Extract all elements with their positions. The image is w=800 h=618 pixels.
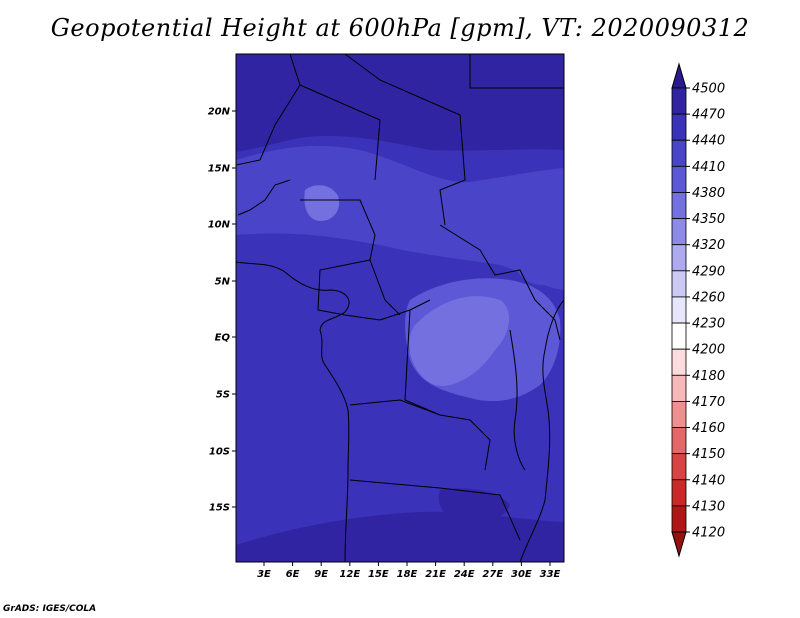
border-6: [439, 224, 536, 301]
colorbar-level-label: 4320: [692, 238, 725, 253]
colorbar-segment: [671, 401, 687, 428]
colorbar-level-label: 4290: [692, 264, 725, 279]
colorbar-segment: [671, 244, 687, 272]
colorbar: 4500 4470 4440 4410 4380 4350 4320 4290 4260 4230…: [671, 62, 725, 558]
colorbar-level-label: 4120: [692, 526, 725, 541]
west-coastline: [236, 261, 350, 562]
colorbar-top-arrow: [671, 62, 687, 89]
colorbar-level-label: 4500: [692, 82, 725, 97]
east-coastline: [519, 299, 564, 562]
colorbar-level-label: 4140: [692, 473, 725, 488]
border-1: [289, 54, 381, 181]
border-9: [349, 399, 441, 416]
colorbar-segment: [671, 270, 687, 298]
field-4470-4500-north: [236, 54, 564, 152]
lon-tick-label: 12E: [339, 569, 360, 580]
lon-tick-label: 9E: [314, 569, 328, 580]
colorbar-level-label: 4410: [692, 160, 725, 175]
colorbar-bottom-arrow: [671, 531, 687, 558]
colorbar-level-label: 4170: [692, 395, 725, 410]
colorbar-segment: [671, 296, 687, 324]
border-4: [236, 84, 301, 166]
lat-tick-label: 15N: [208, 164, 231, 175]
field-4470-4500-south-patch: [438, 488, 510, 523]
colorbar-level-label: 4200: [692, 343, 725, 358]
colorbar-level-label: 4230: [692, 317, 725, 332]
lon-tick-label: 33E: [540, 569, 561, 580]
lon-tick-label: 18E: [397, 569, 418, 580]
colorbar-level-label: 4470: [692, 108, 725, 123]
lat-tick-label: EQ: [215, 333, 231, 344]
lon-tick-label: 21E: [425, 569, 446, 580]
border-12: [534, 299, 561, 341]
colorbar-level-label: 4180: [692, 369, 725, 384]
colorbar-segment: [671, 139, 687, 167]
lon-tick-label: 24E: [454, 569, 475, 580]
map-field: [236, 54, 564, 562]
colorbar-level-label: 4440: [692, 134, 725, 149]
border-11: [237, 179, 291, 216]
border-8: [404, 309, 491, 471]
colorbar-segment: [671, 348, 687, 376]
colorbar-segment: [671, 453, 687, 481]
colorbar-segment: [671, 218, 687, 246]
lat-tick-label: 20N: [208, 107, 231, 118]
colorbar-segment: [671, 427, 687, 455]
lat-tick-label: 10S: [209, 447, 230, 458]
colorbar-segment: [671, 374, 687, 402]
lat-tick-label: 5N: [215, 277, 231, 288]
colorbar-level-label: 4260: [692, 290, 725, 305]
colorbar-segment: [671, 322, 687, 350]
field-4350-4380-congo: [409, 296, 510, 386]
map-boundaries: [236, 54, 564, 562]
colorbar-segment: [671, 165, 687, 193]
colorbar-level-label: 4380: [692, 186, 725, 201]
border-5: [300, 199, 401, 316]
lon-tick-label: 6E: [286, 569, 300, 580]
lon-tick-label: 27E: [482, 569, 503, 580]
colorbar-segment: [671, 192, 687, 219]
field-4350-4380-plateau: [304, 185, 340, 222]
border-3: [469, 54, 564, 89]
longitude-axis: 3E 6E 9E 12E 15E 18E 21E 24E 27E 30E 33E: [257, 562, 561, 580]
rift-lakes: [509, 329, 526, 471]
grads-credit: GrADS: IGES/COLA: [3, 604, 97, 614]
colorbar-level-label: 4130: [692, 499, 725, 514]
lat-tick-label: 5S: [216, 390, 230, 401]
colorbar-segment: [671, 87, 687, 115]
lat-tick-label: 15S: [209, 503, 230, 514]
colorbar-segment: [671, 113, 687, 141]
plot-title: Geopotential Height at 600hPa [gpm], VT:…: [50, 14, 750, 42]
border-10: [349, 479, 521, 541]
colorbar-level-label: 4350: [692, 212, 725, 227]
lon-tick-label: 3E: [257, 569, 271, 580]
colorbar-level-label: 4150: [692, 447, 725, 462]
lon-tick-label: 15E: [368, 569, 389, 580]
border-2: [344, 54, 466, 226]
colorbar-level-label: 4160: [692, 421, 725, 436]
lon-tick-label: 30E: [511, 569, 532, 580]
field-4410-4440-east: [513, 235, 562, 286]
map-frame: [235, 53, 565, 563]
latitude-axis: 20N 15N 10N 5N EQ 5S 10S 15S: [208, 107, 236, 514]
lat-tick-label: 10N: [208, 220, 231, 231]
colorbar-segment: [671, 479, 687, 507]
field-4470-4500-south: [236, 511, 564, 562]
colorbar-segment: [671, 505, 687, 533]
